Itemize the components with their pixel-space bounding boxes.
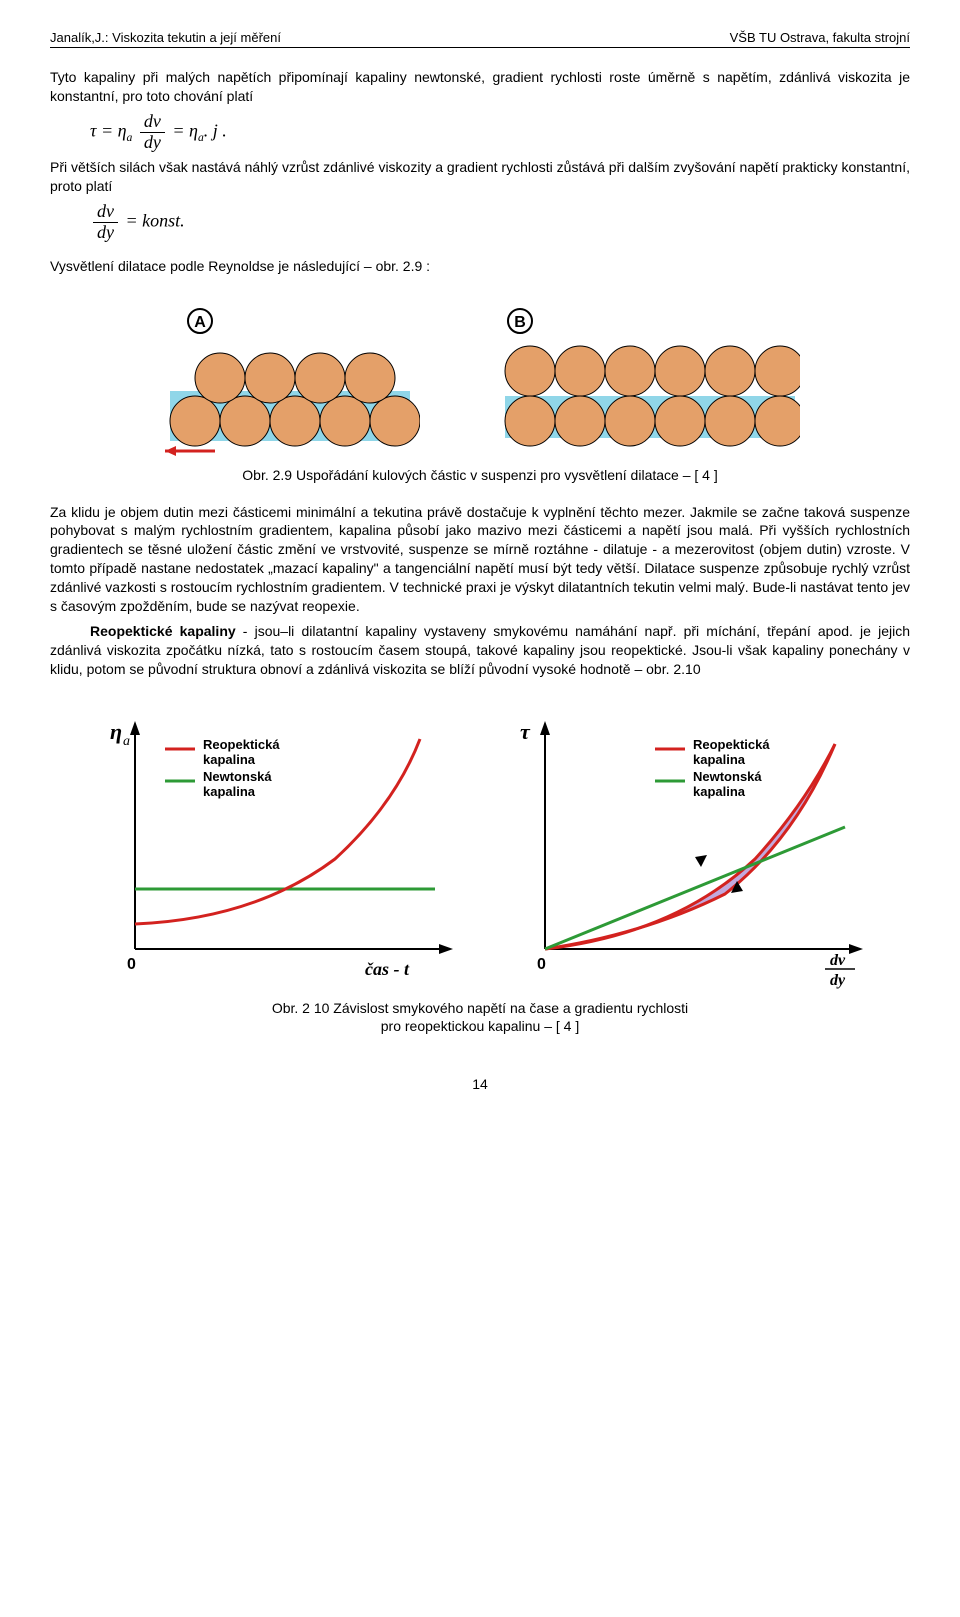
legend-newton-l2: kapalina — [203, 784, 256, 799]
chart-left-ylabel-sub: a — [123, 734, 130, 749]
y-axis-arrow-icon — [130, 721, 140, 735]
figure-2-9-caption: Obr. 2.9 Uspořádání kulových částic v su… — [50, 466, 910, 485]
fig210-caption-l2: pro reopektickou kapalinu – [ 4 ] — [381, 1018, 579, 1034]
fig210-caption-l1: Obr. 2 10 Závislost smykového napětí na … — [272, 1000, 688, 1016]
header-right: VŠB TU Ostrava, fakulta strojní — [730, 30, 910, 45]
legend-reopectic-r1: Reopektická — [693, 737, 770, 752]
newton-line-right — [545, 827, 845, 949]
page: Janalík,J.: Viskozita tekutin a její měř… — [0, 0, 960, 1132]
fig29-panel-a: A — [160, 306, 420, 456]
legend-reopectic-l2: kapalina — [203, 752, 256, 767]
chart-left-xlabel: čas - t — [365, 959, 410, 979]
legend-reopectic-l1: Reopektická — [203, 737, 280, 752]
x-axis-arrow-icon-r — [849, 944, 863, 954]
legend-reopectic-r2: kapalina — [693, 752, 746, 767]
page-number: 14 — [50, 1076, 910, 1092]
chart-left-ylabel: η — [110, 719, 122, 744]
paragraph-3: Vysvětlení dilatace podle Reynoldse je n… — [50, 257, 910, 276]
reopectic-upper-curve — [545, 744, 835, 949]
chart-right-origin: 0 — [537, 956, 546, 973]
panel-a-label: A — [194, 314, 206, 331]
reopectic-lower-curve — [545, 744, 835, 949]
paragraph-2: Při větších silách však nastává náhlý vz… — [50, 158, 910, 196]
chart-right: τ 0 dv dy Reopektická kapalina Newtonská… — [495, 709, 875, 989]
y-axis-arrow-icon-r — [540, 721, 550, 735]
chart-right-xlabel-num: dv — [830, 952, 846, 969]
spheres-row-bottom-a — [170, 396, 420, 446]
chart-left-origin: 0 — [127, 956, 136, 973]
equation-2: dvdy = konst. — [90, 202, 910, 243]
paragraph-1: Tyto kapaliny při malých napětích připom… — [50, 68, 910, 106]
chart-right-xlabel-den: dy — [830, 972, 846, 989]
legend-newton-r2: kapalina — [693, 784, 746, 799]
header-left: Janalík,J.: Viskozita tekutin a její měř… — [50, 30, 281, 45]
reopectic-curve-left — [135, 739, 420, 924]
fig29-panel-b: B — [500, 306, 800, 456]
p5-lead: Reopektické kapaliny — [90, 623, 236, 639]
legend-newton-r1: Newtonská — [693, 769, 762, 784]
direction-arrow-up-icon — [695, 855, 707, 867]
running-header: Janalík,J.: Viskozita tekutin a její měř… — [50, 30, 910, 48]
x-axis-arrow-icon — [439, 944, 453, 954]
equation-1: τ = ηa dvdy = ηa. j . — [90, 112, 910, 153]
paragraph-5: Reopektické kapaliny - jsou–li dilatantn… — [50, 622, 910, 679]
figure-2-10: η a 0 čas - t Reopektická kapalina Newto… — [50, 709, 910, 989]
figure-2-9: A B — [50, 306, 910, 456]
hysteresis-band — [545, 744, 835, 949]
figure-2-10-caption: Obr. 2 10 Závislost smykového napětí na … — [50, 999, 910, 1037]
paragraph-4: Za klidu je objem dutin mezi částicemi m… — [50, 503, 910, 616]
shear-arrowhead-icon — [165, 446, 176, 456]
chart-left: η a 0 čas - t Reopektická kapalina Newto… — [85, 709, 465, 989]
panel-b-label: B — [514, 314, 526, 331]
spheres-row-top-b — [505, 346, 800, 396]
chart-right-ylabel: τ — [520, 719, 531, 744]
legend-newton-l1: Newtonská — [203, 769, 272, 784]
